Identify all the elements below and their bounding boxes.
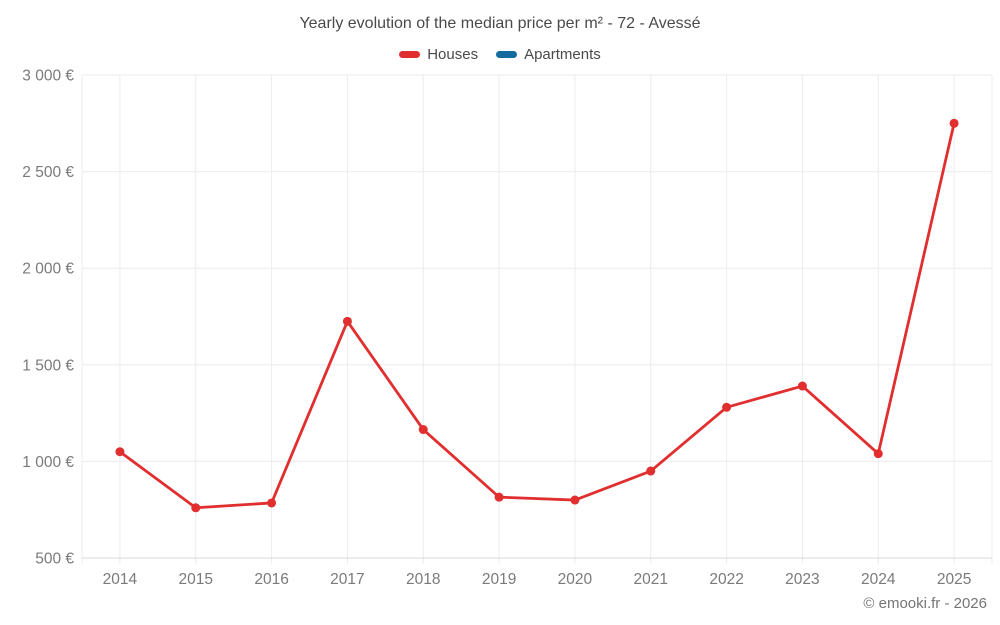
chart-legend: Houses Apartments [0, 46, 1000, 63]
svg-text:2 500 €: 2 500 € [22, 164, 74, 181]
svg-text:2014: 2014 [103, 571, 138, 588]
svg-text:2023: 2023 [785, 571, 819, 588]
svg-text:2019: 2019 [482, 571, 516, 588]
svg-text:2 000 €: 2 000 € [22, 261, 74, 278]
apartments-series-swatch [496, 51, 518, 58]
houses-series-swatch [399, 51, 421, 58]
svg-text:2017: 2017 [330, 571, 364, 588]
svg-text:2024: 2024 [861, 571, 896, 588]
svg-text:2021: 2021 [634, 571, 668, 588]
chart-title: Yearly evolution of the median price per… [299, 15, 701, 32]
svg-text:2018: 2018 [406, 571, 440, 588]
legend-item-houses[interactable]: Houses [399, 46, 478, 63]
svg-text:2025: 2025 [937, 571, 971, 588]
legend-label-apartments: Apartments [524, 46, 601, 63]
legend-item-apartments[interactable]: Apartments [496, 46, 601, 63]
svg-text:1 500 €: 1 500 € [22, 357, 74, 374]
copyright-text: © emooki.fr - 2026 [863, 595, 987, 612]
svg-text:2016: 2016 [254, 571, 288, 588]
svg-text:500 €: 500 € [35, 551, 74, 568]
svg-text:3 000 €: 3 000 € [22, 68, 74, 85]
svg-text:2015: 2015 [179, 571, 213, 588]
legend-label-houses: Houses [427, 46, 479, 63]
svg-text:2020: 2020 [558, 571, 593, 588]
svg-text:2022: 2022 [709, 571, 743, 588]
svg-text:1 000 €: 1 000 € [22, 454, 74, 471]
